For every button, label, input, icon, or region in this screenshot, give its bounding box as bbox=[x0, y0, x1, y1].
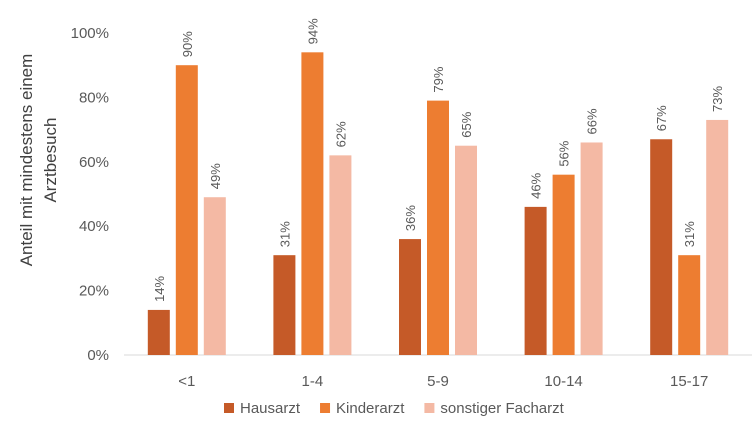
bar-sonstiger-facharzt bbox=[706, 119, 729, 355]
y-tick-label: 20% bbox=[79, 283, 109, 300]
bar-hausarzt bbox=[147, 309, 170, 355]
y-tick-label: 40% bbox=[79, 218, 109, 235]
x-tick-label: 5-9 bbox=[427, 373, 449, 390]
data-label: 49% bbox=[208, 163, 223, 189]
data-label: 65% bbox=[459, 111, 474, 137]
x-tick-label: <1 bbox=[178, 373, 195, 390]
legend: Hausarzt Kinderarzt sonstiger Facharzt bbox=[224, 400, 565, 417]
data-label: 94% bbox=[305, 18, 320, 44]
bar-kinderarzt bbox=[427, 100, 449, 356]
legend-swatch bbox=[224, 403, 234, 413]
y-axis-label-line: Anteil mit mindestens einem bbox=[17, 54, 36, 267]
bar-sonstiger-facharzt bbox=[580, 142, 603, 355]
data-label: 66% bbox=[585, 108, 600, 134]
data-label: 62% bbox=[333, 121, 348, 147]
bar-hausarzt bbox=[399, 239, 421, 355]
data-label: 36% bbox=[403, 205, 418, 231]
data-label: 79% bbox=[431, 66, 446, 92]
bar-kinderarzt bbox=[678, 255, 701, 355]
bar-sonstiger-facharzt bbox=[455, 145, 477, 355]
legend-label: Hausarzt bbox=[240, 400, 301, 417]
bar-hausarzt bbox=[273, 255, 296, 355]
bar-hausarzt bbox=[650, 139, 673, 355]
data-label: 46% bbox=[529, 172, 544, 198]
legend-swatch bbox=[424, 403, 435, 413]
y-tick-label: 0% bbox=[87, 347, 109, 364]
bars bbox=[147, 52, 729, 356]
bar-kinderarzt bbox=[175, 65, 198, 355]
legend-swatch bbox=[320, 403, 331, 413]
legend-label: Kinderarzt bbox=[336, 400, 405, 417]
y-axis-ticks: 0% 20% 40% 60% 80% 100% bbox=[71, 25, 109, 364]
bar-kinderarzt bbox=[301, 52, 324, 355]
bar-kinderarzt bbox=[552, 174, 575, 355]
y-tick-label: 100% bbox=[71, 25, 109, 42]
x-tick-label: 10-14 bbox=[544, 373, 582, 390]
y-tick-label: 60% bbox=[79, 154, 109, 171]
x-tick-label: 1-4 bbox=[302, 373, 324, 390]
data-label: 56% bbox=[557, 140, 572, 166]
x-tick-label: 15-17 bbox=[670, 373, 708, 390]
bar-sonstiger-facharzt bbox=[329, 155, 352, 355]
y-tick-label: 80% bbox=[79, 89, 109, 106]
data-label: 14% bbox=[152, 275, 167, 301]
data-label: 73% bbox=[710, 85, 725, 111]
data-labels: 14% 90% 49% 31% 94% 62% 36% 79% 65% 46% 56% 66% 67% 3… bbox=[152, 18, 725, 302]
data-label: 67% bbox=[654, 105, 669, 131]
data-label: 31% bbox=[682, 221, 697, 247]
bar-sonstiger-facharzt bbox=[203, 197, 226, 355]
y-axis-label-line: Arztbesuch bbox=[41, 117, 60, 202]
legend-label: sonstiger Facharzt bbox=[440, 400, 564, 417]
data-label: 31% bbox=[277, 221, 292, 247]
data-label: 90% bbox=[180, 31, 195, 57]
bar-hausarzt bbox=[524, 206, 547, 355]
x-axis-ticks: <1 1-4 5-9 10-14 15-17 bbox=[178, 373, 708, 390]
y-axis-label: Anteil mit mindestens einem Arztbesuch bbox=[17, 54, 60, 267]
